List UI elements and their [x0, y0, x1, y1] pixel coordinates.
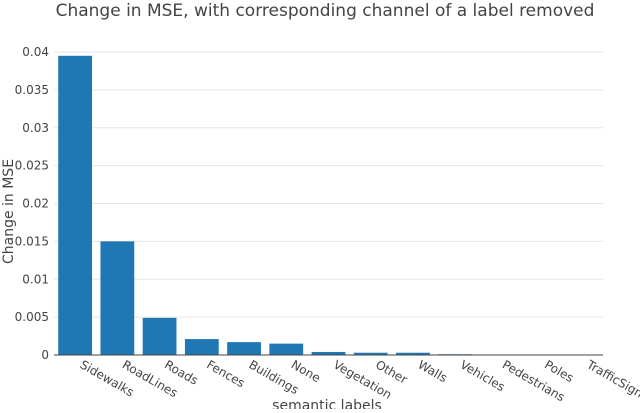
x-tick-label: Walls: [415, 357, 449, 385]
y-tick-label: 0.005: [15, 310, 49, 324]
gridlines: [54, 52, 603, 317]
y-tick-labels: 0 0.005 0.01 0.015 0.02 0.025 0.03 0.035 0.04: [15, 45, 49, 362]
y-tick-label: 0: [41, 348, 49, 362]
y-tick-label: 0.02: [22, 197, 49, 211]
bar-sidewalks[interactable]: [58, 56, 92, 355]
y-tick-label: 0.035: [15, 83, 49, 97]
bars: [58, 56, 599, 355]
y-axis-title: Change in MSE: [1, 159, 17, 264]
x-axis-title: semantic labels: [272, 398, 382, 409]
bar-buildings[interactable]: [227, 342, 261, 355]
x-tick-label: Vehicles: [458, 357, 508, 394]
y-tick-label: 0.03: [22, 121, 49, 135]
x-tick-label: Fences: [204, 357, 247, 390]
bar-fences[interactable]: [185, 339, 219, 355]
y-tick-label: 0.01: [22, 272, 49, 286]
bar-roads[interactable]: [143, 318, 177, 355]
y-tick-label: 0.025: [15, 159, 49, 173]
bar-none[interactable]: [269, 344, 303, 355]
x-tick-label: TrafficSigns: [584, 357, 640, 404]
y-tick-label: 0.04: [22, 45, 49, 59]
y-tick-label: 0.015: [15, 234, 49, 248]
chart-title: Change in MSE, with corresponding channe…: [56, 1, 595, 21]
bar-roadlines[interactable]: [100, 241, 134, 355]
